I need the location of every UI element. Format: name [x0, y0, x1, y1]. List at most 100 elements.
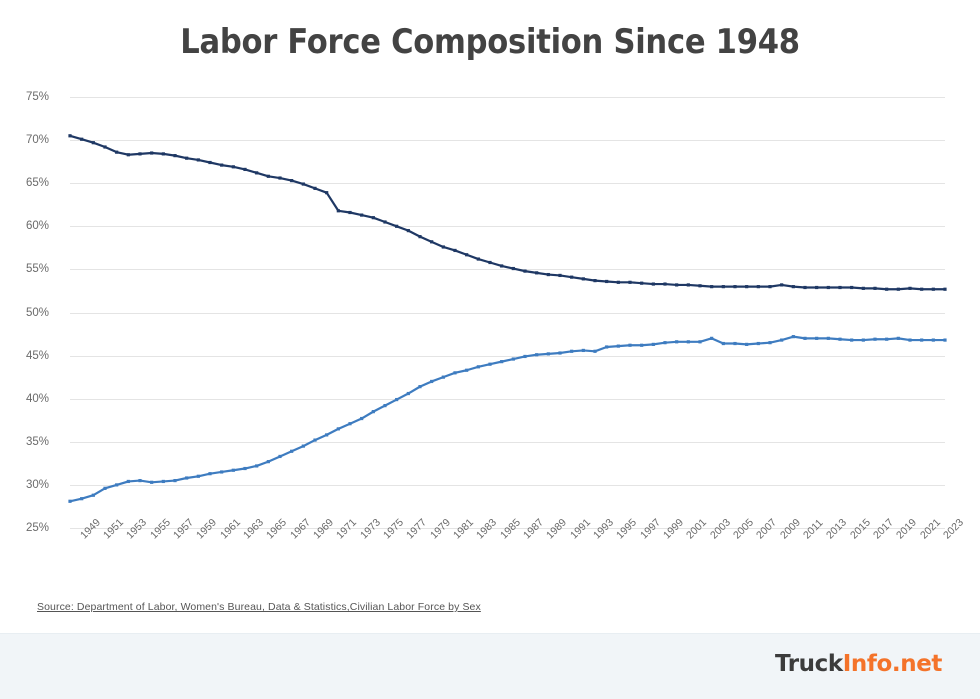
- data-point-marker: [838, 285, 842, 290]
- data-point-marker: [651, 342, 655, 346]
- data-point-marker: [908, 286, 912, 290]
- data-point-marker: [255, 171, 259, 175]
- data-point-marker: [745, 342, 749, 346]
- data-point-marker: [80, 497, 84, 501]
- data-point-marker: [546, 352, 550, 356]
- data-point-marker: [325, 191, 329, 195]
- data-point-marker: [861, 286, 865, 290]
- data-point-marker: [791, 285, 795, 289]
- data-point-marker: [570, 275, 574, 279]
- footer-divider: [0, 633, 980, 634]
- data-point-marker: [896, 287, 900, 291]
- data-point-marker: [418, 385, 422, 389]
- data-point-marker: [103, 486, 107, 490]
- data-point-marker: [558, 351, 562, 355]
- data-point-marker: [570, 349, 574, 353]
- data-point-marker: [348, 422, 352, 426]
- data-point-marker: [885, 287, 889, 291]
- data-point-marker: [325, 433, 329, 437]
- data-point-marker: [360, 213, 364, 217]
- data-point-marker: [803, 285, 807, 290]
- data-point-marker: [768, 285, 772, 289]
- data-point-marker: [208, 472, 212, 476]
- data-point-marker: [348, 210, 352, 215]
- gridline: [70, 140, 945, 142]
- data-point-marker: [943, 287, 947, 291]
- gridline: [70, 97, 945, 98]
- data-point-marker: [266, 460, 270, 464]
- data-point-marker: [290, 449, 294, 453]
- data-point-marker: [780, 338, 784, 342]
- plot-area: [68, 97, 947, 529]
- data-point-marker: [663, 282, 667, 286]
- data-point-marker: [523, 269, 527, 273]
- data-point-marker: [115, 483, 119, 487]
- gridline: [70, 269, 945, 271]
- data-point-marker: [686, 340, 690, 344]
- data-point-marker: [406, 391, 410, 396]
- data-point-marker: [873, 286, 877, 290]
- data-point-marker: [838, 337, 842, 341]
- logo-text-dark: Truck: [774, 651, 843, 677]
- data-point-marker: [780, 283, 784, 287]
- data-point-marker: [803, 336, 807, 340]
- data-point-marker: [850, 285, 854, 290]
- data-point-marker: [896, 336, 900, 340]
- data-point-marker: [885, 337, 889, 341]
- data-point-marker: [733, 341, 737, 346]
- data-point-marker: [255, 464, 259, 468]
- data-point-marker: [651, 282, 655, 286]
- data-point-marker: [908, 338, 912, 342]
- data-point-marker: [161, 152, 165, 156]
- y-axis-tick-label: 40%: [26, 392, 50, 405]
- data-point-marker: [430, 379, 434, 384]
- gridline: [70, 528, 945, 529]
- source-link[interactable]: Source: Department of Labor, Women's Bur…: [37, 601, 481, 613]
- gridline: [70, 226, 945, 228]
- data-point-marker: [605, 345, 609, 349]
- data-point-marker: [663, 341, 667, 345]
- y-axis-tick-label: 50%: [26, 306, 50, 319]
- data-point-marker: [465, 368, 469, 372]
- data-point-marker: [931, 338, 935, 342]
- data-point-marker: [336, 427, 340, 431]
- data-point-marker: [546, 272, 550, 277]
- data-point-marker: [698, 340, 702, 344]
- x-axis-labels: 1949 1951 1953 1955 1957 1959 1961 1963 1965 1967…: [70, 516, 966, 593]
- page-title: Labor Force Composition Since 1948: [180, 22, 800, 62]
- data-point-marker: [756, 341, 760, 346]
- data-point-marker: [581, 277, 585, 281]
- y-axis-tick-label: 60%: [26, 220, 50, 233]
- data-point-marker: [383, 404, 387, 408]
- data-point-marker: [196, 158, 200, 162]
- data-point-marker: [861, 338, 865, 342]
- data-point-marker: [243, 466, 247, 471]
- data-point-marker: [231, 468, 235, 472]
- data-point-marker: [535, 271, 539, 275]
- data-point-marker: [371, 216, 375, 220]
- data-point-marker: [476, 257, 480, 261]
- data-point-marker: [873, 337, 877, 341]
- y-axis-tick-label: 55%: [26, 263, 50, 276]
- data-point-marker: [686, 283, 690, 287]
- data-point-marker: [581, 348, 585, 353]
- y-axis-tick-label: 25%: [26, 522, 50, 534]
- data-point-marker: [301, 444, 305, 448]
- data-point-marker: [745, 285, 749, 289]
- data-point-marker: [115, 150, 119, 154]
- data-point-marker: [173, 478, 177, 483]
- data-point-marker: [488, 260, 492, 265]
- data-point-marker: [675, 283, 679, 287]
- data-point-marker: [605, 279, 609, 284]
- data-point-marker: [476, 365, 480, 369]
- data-point-marker: [721, 285, 725, 289]
- data-point-marker: [185, 156, 189, 160]
- data-point-marker: [220, 163, 224, 167]
- y-axis-tick-label: 35%: [26, 435, 50, 448]
- data-point-marker: [278, 454, 282, 459]
- data-point-marker: [535, 353, 539, 357]
- data-point-marker: [500, 264, 504, 268]
- truckinfo-logo[interactable]: TruckInfo.net: [775, 651, 942, 677]
- data-point-marker: [558, 273, 562, 278]
- data-point-marker: [80, 137, 84, 141]
